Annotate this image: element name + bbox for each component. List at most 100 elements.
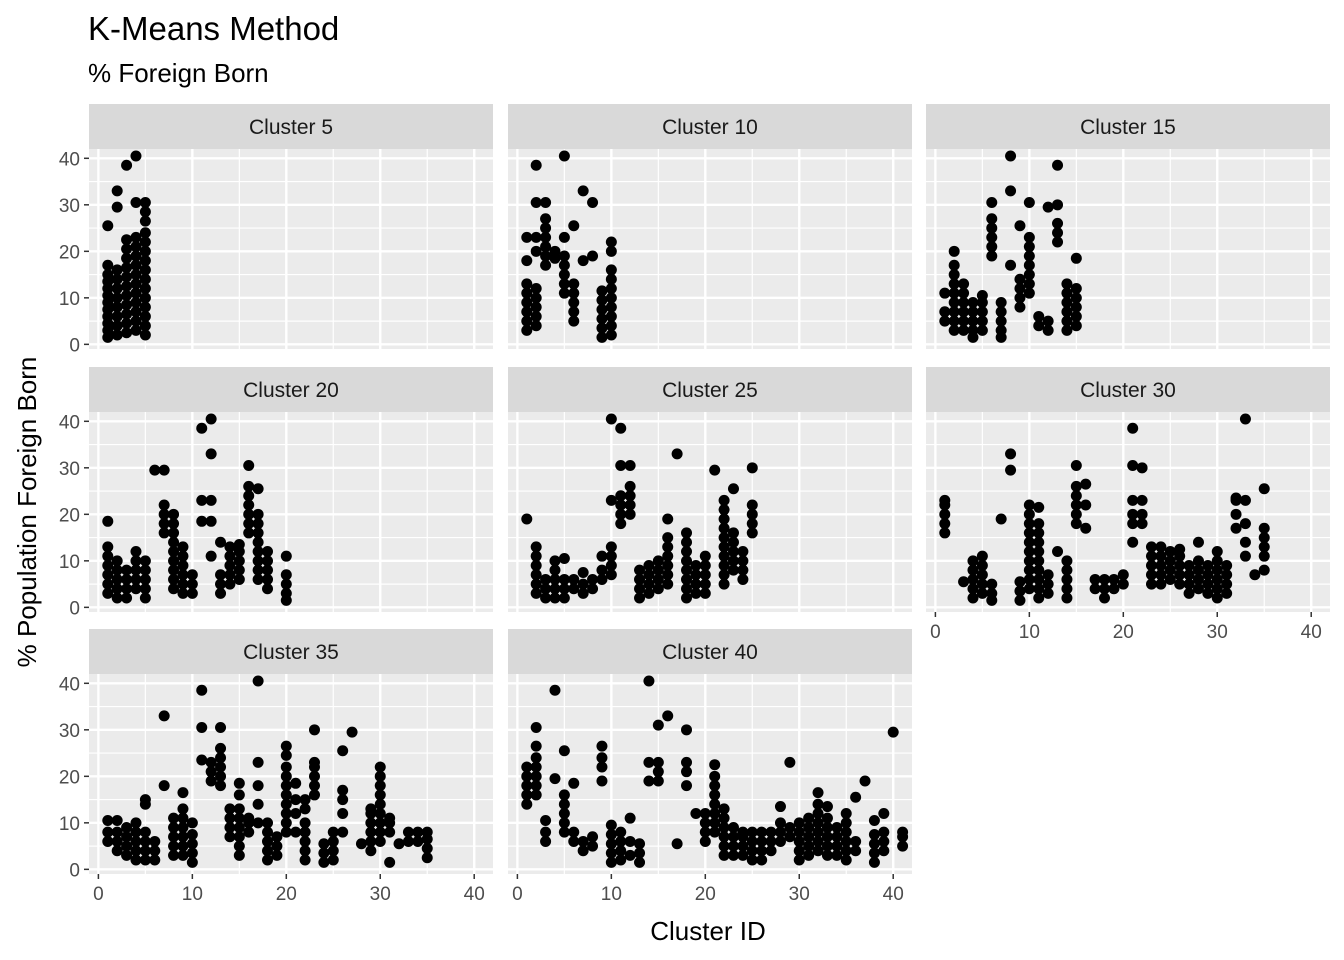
data-point	[709, 826, 721, 838]
data-point	[967, 573, 979, 585]
x-tick-label: 30	[789, 884, 810, 905]
data-point	[540, 241, 552, 253]
data-point	[605, 301, 617, 313]
data-point	[1070, 292, 1082, 304]
data-point	[605, 273, 617, 285]
data-point	[1014, 576, 1026, 588]
data-point	[558, 592, 570, 604]
data-point	[1221, 587, 1233, 599]
data-point	[986, 231, 998, 243]
data-point	[121, 849, 133, 861]
data-point	[986, 196, 998, 208]
data-point	[111, 301, 123, 313]
data-point	[1061, 296, 1073, 308]
data-point	[1014, 273, 1026, 285]
x-tick-label: 40	[464, 884, 485, 905]
data-point	[139, 854, 151, 866]
data-point	[1230, 522, 1242, 534]
data-point	[111, 320, 123, 332]
data-point	[967, 555, 979, 567]
data-point	[1005, 150, 1017, 162]
data-point	[308, 780, 320, 792]
data-point	[662, 559, 674, 571]
data-point	[897, 840, 909, 852]
data-point	[568, 573, 580, 585]
data-point	[1127, 508, 1139, 520]
data-point	[577, 835, 589, 847]
data-point	[967, 583, 979, 595]
data-point	[727, 849, 739, 861]
data-point	[812, 835, 824, 847]
data-point	[765, 835, 777, 847]
data-point	[859, 775, 871, 787]
data-point	[718, 522, 730, 534]
data-point	[130, 231, 142, 243]
data-point	[280, 761, 292, 773]
data-point	[699, 817, 711, 829]
data-point	[308, 724, 320, 736]
data-point	[252, 573, 264, 585]
data-point	[196, 721, 208, 733]
data-point	[812, 787, 824, 799]
data-point	[355, 838, 367, 850]
x-tick-label: 0	[512, 884, 523, 905]
data-point	[121, 821, 133, 833]
data-point	[168, 849, 180, 861]
data-point	[887, 726, 899, 738]
data-point	[1061, 564, 1073, 576]
data-point	[139, 255, 151, 267]
facet-strip	[89, 629, 493, 674]
data-point	[374, 770, 386, 782]
data-point	[280, 808, 292, 820]
data-point	[365, 826, 377, 838]
data-point	[252, 756, 264, 768]
data-point	[1080, 522, 1092, 534]
data-point	[158, 464, 170, 476]
data-point	[121, 573, 133, 585]
data-point	[168, 546, 180, 558]
data-point	[139, 310, 151, 322]
data-point	[521, 513, 533, 525]
data-point	[624, 812, 636, 824]
data-point	[948, 259, 960, 271]
gridlines	[89, 149, 493, 349]
data-point	[1014, 594, 1026, 606]
data-point	[746, 518, 758, 530]
data-point	[1127, 422, 1139, 434]
data-point	[1052, 227, 1064, 239]
data-point	[1070, 252, 1082, 264]
data-point	[102, 259, 114, 271]
data-point	[186, 578, 198, 590]
facet-strip-label: Cluster 10	[662, 116, 758, 139]
data-point	[1192, 536, 1204, 548]
data-point	[558, 826, 570, 838]
data-point	[746, 826, 758, 838]
data-point	[374, 798, 386, 810]
data-point	[1005, 259, 1017, 271]
data-point	[727, 483, 739, 495]
data-point	[139, 592, 151, 604]
data-point	[243, 812, 255, 824]
data-point	[1155, 541, 1167, 553]
data-point	[139, 283, 151, 295]
data-point	[652, 564, 664, 576]
data-point	[1005, 185, 1017, 197]
data-point	[102, 569, 114, 581]
data-point	[995, 315, 1007, 327]
data-point	[1164, 564, 1176, 576]
data-point	[568, 220, 580, 232]
data-point	[205, 756, 217, 768]
data-point	[558, 817, 570, 829]
data-point	[1136, 462, 1148, 474]
data-point	[1014, 301, 1026, 313]
data-point	[643, 569, 655, 581]
data-point	[224, 550, 236, 562]
data-point	[793, 845, 805, 857]
data-point	[634, 838, 646, 850]
data-point	[1052, 546, 1064, 558]
data-point	[111, 201, 123, 213]
data-point	[177, 559, 189, 571]
data-point	[605, 283, 617, 295]
data-point	[756, 826, 768, 838]
data-point	[365, 817, 377, 829]
